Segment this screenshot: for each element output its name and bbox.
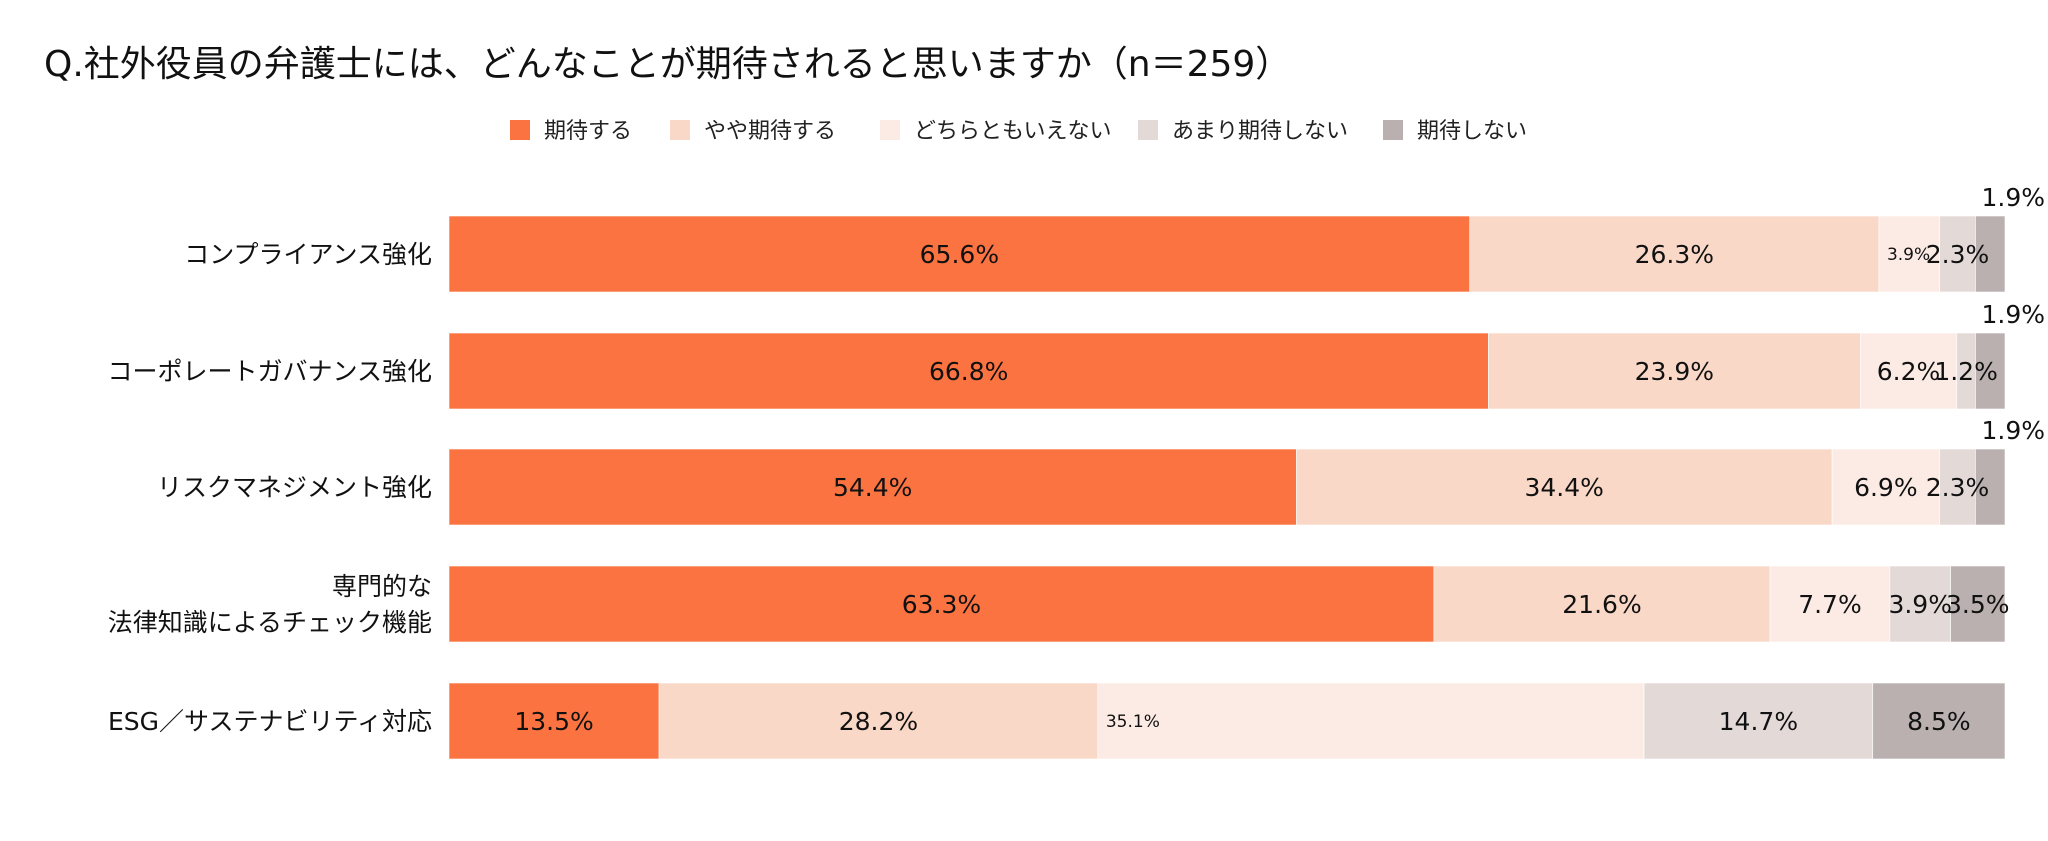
bar-segment	[1878, 215, 1940, 293]
legend-label: 期待する	[544, 119, 632, 144]
legend-swatch	[880, 120, 900, 140]
data-label: 63.3%	[902, 590, 981, 619]
category-label: コンプライアンス強化	[184, 240, 432, 269]
legend-swatch	[510, 120, 530, 140]
bar-segment	[1097, 682, 1645, 760]
bar-segment	[1872, 682, 2006, 760]
bar-segment	[448, 682, 660, 760]
data-label: 3.9%	[1888, 590, 1952, 619]
bar-segment	[1296, 448, 1833, 526]
category-label: コーポレートガバナンス強化	[107, 357, 432, 386]
bar-segment	[448, 565, 1435, 643]
data-label: 1.9%	[1981, 300, 2045, 329]
category-label: 法律知識によるチェック機能	[108, 608, 432, 637]
bar-segment	[1859, 332, 1958, 410]
data-label: 6.2%	[1877, 357, 1941, 386]
legend-label: どちらともいえない	[914, 119, 1112, 144]
bar-segment	[1939, 448, 1976, 526]
bar-segment	[1975, 215, 2006, 293]
category-labels: コンプライアンス強化コーポレートガバナンス強化リスクマネジメント強化専門的な法律…	[107, 240, 432, 736]
bar-segment	[1488, 332, 1861, 410]
bar-segment	[448, 448, 1297, 526]
data-label: 23.9%	[1635, 357, 1714, 386]
legend-label: あまり期待しない	[1172, 119, 1348, 144]
legend-label: やや期待する	[704, 119, 836, 144]
category-label: ESG／サステナビリティ対応	[108, 707, 432, 736]
data-label: 26.3%	[1635, 240, 1714, 269]
data-label: 65.6%	[920, 240, 999, 269]
legend-swatch	[670, 120, 690, 140]
data-label: 7.7%	[1798, 590, 1862, 619]
bar-segment	[658, 682, 1099, 760]
bar-segment	[1975, 332, 2006, 410]
data-label: 3.5%	[1946, 590, 2010, 619]
legend-swatch	[1383, 120, 1403, 140]
bar-rows	[448, 215, 2006, 760]
bar-segment	[1831, 448, 1940, 526]
data-label: 3.9%	[1887, 245, 1930, 265]
bar-segment	[448, 332, 1489, 410]
chart-legend: 期待する やや期待する どちらともいえない あまり期待しない 期待しない	[510, 119, 1527, 144]
data-label: 6.9%	[1854, 473, 1918, 502]
data-label: 8.5%	[1907, 707, 1971, 736]
bar-segment	[1433, 565, 1771, 643]
legend-swatch	[1138, 120, 1158, 140]
chart-title: Q.社外役員の弁護士には、どんなことが期待されると思いますか（n＝259）	[44, 44, 1291, 85]
data-label: 21.6%	[1562, 590, 1641, 619]
data-label: 54.4%	[833, 473, 912, 502]
data-label: 1.2%	[1934, 357, 1998, 386]
bar-segment	[448, 215, 1471, 293]
data-label: 1.9%	[1981, 416, 2045, 445]
data-label: 35.1%	[1106, 712, 1160, 732]
bar-segment	[1769, 565, 1891, 643]
legend-label: 期待しない	[1417, 119, 1527, 144]
category-label: リスクマネジメント強化	[157, 473, 432, 502]
bar-segment	[1975, 448, 2006, 526]
bar-segment	[1469, 215, 1880, 293]
data-label: 13.5%	[514, 707, 593, 736]
data-label: 14.7%	[1719, 707, 1798, 736]
bar-segment	[1939, 215, 1976, 293]
data-label: 34.4%	[1524, 473, 1603, 502]
data-labels: 65.6% 26.3% 3.9%2.3%1.9%66.8% 23.9% 6.2%1.2%…	[514, 183, 2045, 736]
data-label: 28.2%	[839, 707, 918, 736]
bar-segment	[1643, 682, 1874, 760]
bar-segment	[1950, 565, 2006, 643]
data-label: 66.8%	[929, 357, 1008, 386]
category-label: 専門的な	[332, 572, 432, 601]
data-label: 2.3%	[1926, 473, 1990, 502]
data-label: 1.9%	[1981, 183, 2045, 212]
bar-segment	[1889, 565, 1951, 643]
data-label: 2.3%	[1926, 240, 1990, 269]
